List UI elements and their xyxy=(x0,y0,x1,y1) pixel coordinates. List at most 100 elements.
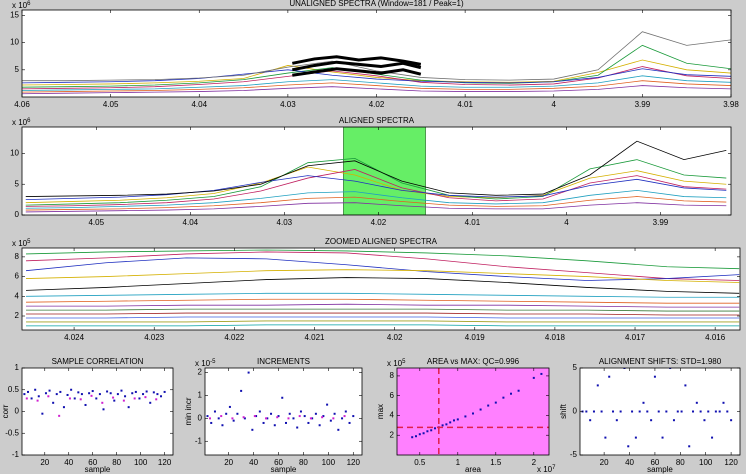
point xyxy=(646,410,649,413)
point xyxy=(307,421,310,424)
spectrum-line xyxy=(25,277,740,294)
point xyxy=(449,421,452,424)
point xyxy=(311,417,314,420)
point xyxy=(79,398,82,401)
x-tick-label: 100 xyxy=(699,458,713,467)
spectrum-line xyxy=(25,202,727,213)
point xyxy=(445,423,448,426)
x-tick-label: 20 xyxy=(600,458,609,467)
point xyxy=(265,417,268,420)
subplot: SAMPLE CORRELATION 20 40 60 80 100 120 -1 -0.5 0 0… xyxy=(1,357,174,474)
point xyxy=(430,429,433,432)
axes-frame xyxy=(396,367,550,456)
point xyxy=(251,428,254,431)
point xyxy=(77,391,80,394)
point xyxy=(208,417,211,420)
x-tick-label: 80 xyxy=(299,458,308,467)
point xyxy=(631,410,634,413)
point xyxy=(634,436,637,439)
point xyxy=(221,424,224,427)
x-tick-label: 4.01 xyxy=(457,100,473,109)
point xyxy=(270,412,273,415)
point xyxy=(95,397,98,400)
point xyxy=(231,417,234,420)
spectrum-line xyxy=(26,324,740,327)
plot-area xyxy=(22,31,731,95)
point xyxy=(326,403,329,406)
point xyxy=(532,376,535,379)
point xyxy=(612,410,615,413)
spectrum-line xyxy=(22,80,731,93)
point xyxy=(242,416,245,419)
x-tick-label: 3.98 xyxy=(723,100,739,109)
point xyxy=(608,375,611,378)
y-tick-label: 0 xyxy=(15,210,20,219)
y-tick-label: -5 xyxy=(570,450,578,459)
point xyxy=(145,390,148,393)
x-tick-label: 4.06 xyxy=(14,100,30,109)
y-tick-label: 2 xyxy=(198,368,203,377)
x-tick-label: 40 xyxy=(64,458,73,467)
point xyxy=(253,415,256,418)
point xyxy=(540,372,543,375)
point xyxy=(23,393,26,396)
exponent-power: 5 xyxy=(27,239,31,245)
point xyxy=(657,410,660,413)
x-tick-label: 0.5 xyxy=(414,458,426,467)
plot-area xyxy=(206,371,355,431)
subplot-title: INCREMENTS xyxy=(257,357,310,366)
point xyxy=(160,395,163,398)
exponent-base: x 10 xyxy=(537,465,553,474)
point xyxy=(314,412,317,415)
axis-exponent: x 107 xyxy=(537,465,556,474)
y-tick-label: -1 xyxy=(195,436,203,445)
subplot-title: UNALIGNED SPECTRA (Window=181 / Peak=1) xyxy=(289,0,464,8)
point xyxy=(155,398,158,401)
spectrum-line xyxy=(22,85,731,95)
point xyxy=(232,419,235,422)
axes-background xyxy=(580,368,740,455)
y-tick-label: 1 xyxy=(198,391,203,400)
x-tick-label: 4.02 xyxy=(371,218,387,227)
point xyxy=(517,389,520,392)
point xyxy=(653,375,656,378)
point xyxy=(298,415,301,418)
point xyxy=(247,371,250,374)
point xyxy=(434,427,436,430)
point xyxy=(348,421,351,424)
point xyxy=(415,435,417,438)
x-tick-label: 4.04 xyxy=(191,100,207,109)
point xyxy=(37,395,40,398)
y-tick-label: 4 xyxy=(390,411,395,420)
point xyxy=(642,401,645,404)
point xyxy=(258,410,261,413)
axes-frame xyxy=(21,247,741,331)
x-tick-label: 4.03 xyxy=(280,100,296,109)
x-tick-label: 100 xyxy=(322,458,336,467)
x-tick-label: 3.99 xyxy=(653,218,669,227)
x-tick-label: 4.04 xyxy=(183,218,199,227)
point xyxy=(322,415,325,418)
x-tick-label: 4.02 xyxy=(387,333,403,342)
spectrum-line xyxy=(25,251,740,281)
point xyxy=(726,410,729,413)
spectrum-line xyxy=(292,67,422,77)
point xyxy=(730,419,733,422)
point xyxy=(688,445,691,448)
spectrum-line xyxy=(26,298,740,304)
x-tick-label: 2 xyxy=(532,458,537,467)
x-tick-label: 4.01 xyxy=(465,218,481,227)
subplot-title: AREA vs MAX: QC=0.996 xyxy=(427,357,520,366)
point xyxy=(210,421,213,424)
exponent-power: 6 xyxy=(27,1,31,7)
axis-exponent: x 10-5 xyxy=(195,359,216,369)
x-tick-label: 4.024 xyxy=(64,333,85,342)
spectrum-line xyxy=(25,196,727,211)
spectrum-line xyxy=(26,308,740,312)
spectrum-line xyxy=(22,31,731,82)
point xyxy=(638,410,641,413)
point xyxy=(321,416,324,419)
spectrum-line xyxy=(22,75,731,91)
point xyxy=(619,410,622,413)
